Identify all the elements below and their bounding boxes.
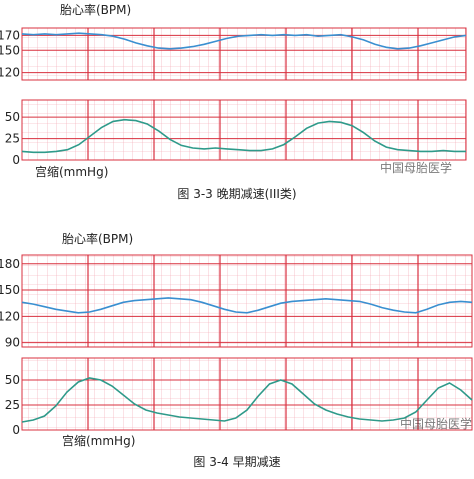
y-tick-label: 170 [0,28,20,42]
watermark: 中国母胎医学 [380,160,452,175]
caption: 图 3-4 早期减速 [193,455,280,469]
trace [21,118,466,154]
y-tick-label: 120 [0,309,20,323]
y-tick-label: 150 [0,283,20,297]
grid-paper [21,254,473,348]
grid-paper [21,357,473,431]
y-tick-label: 150 [0,43,20,57]
watermark: 中国母胎医学 [400,416,472,431]
trace [21,32,467,50]
grid-paper [21,27,467,81]
y-tick-label: 0 [12,153,20,167]
y-tick-label: 120 [0,66,20,80]
caption: 图 3-3 晚期减速(III类) [177,187,296,201]
panel-title: 胎心率(BPM) [62,231,133,246]
y-tick-label: 50 [5,110,20,124]
y-tick-label: 25 [5,398,20,412]
y-tick-label: 90 [5,336,20,350]
y-tick-label: 25 [5,132,20,146]
panel-title: 宫缩(mmHg) [62,433,135,448]
trace [21,297,473,314]
y-tick-label: 0 [12,423,20,437]
trace [21,377,473,423]
panel-title: 胎心率(BPM) [60,2,131,17]
panel-title: 宫缩(mmHg) [35,164,108,179]
y-tick-label: 50 [5,373,20,387]
y-tick-label: 180 [0,257,20,271]
